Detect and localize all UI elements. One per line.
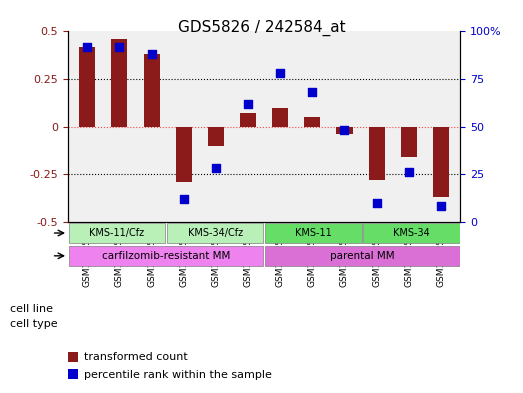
Bar bbox=[304, 117, 321, 127]
Point bbox=[437, 203, 445, 209]
FancyBboxPatch shape bbox=[69, 223, 165, 243]
Text: cell line: cell line bbox=[10, 303, 53, 314]
Text: GDS5826 / 242584_at: GDS5826 / 242584_at bbox=[178, 20, 345, 36]
Point bbox=[212, 165, 220, 171]
Point bbox=[83, 44, 92, 50]
Point bbox=[405, 169, 413, 175]
Bar bbox=[401, 127, 417, 157]
Text: KMS-11/Cfz: KMS-11/Cfz bbox=[89, 228, 144, 238]
Text: carfilzomib-resistant MM: carfilzomib-resistant MM bbox=[102, 251, 230, 261]
Bar bbox=[336, 127, 353, 134]
Text: transformed count: transformed count bbox=[84, 352, 187, 362]
FancyBboxPatch shape bbox=[363, 223, 460, 243]
Point bbox=[308, 89, 316, 95]
Bar bbox=[111, 39, 128, 127]
Bar bbox=[79, 47, 95, 127]
Bar bbox=[369, 127, 385, 180]
FancyBboxPatch shape bbox=[265, 223, 361, 243]
Point bbox=[179, 196, 188, 202]
Bar bbox=[208, 127, 224, 145]
FancyBboxPatch shape bbox=[69, 246, 264, 266]
Text: KMS-34/Cfz: KMS-34/Cfz bbox=[188, 228, 243, 238]
Text: percentile rank within the sample: percentile rank within the sample bbox=[84, 369, 271, 380]
Point bbox=[147, 51, 156, 57]
FancyBboxPatch shape bbox=[265, 246, 460, 266]
Point bbox=[340, 127, 349, 134]
Point bbox=[276, 70, 285, 76]
Text: KMS-34: KMS-34 bbox=[393, 228, 429, 238]
Bar bbox=[433, 127, 449, 197]
Bar bbox=[143, 54, 160, 127]
FancyBboxPatch shape bbox=[167, 223, 264, 243]
Text: KMS-11: KMS-11 bbox=[295, 228, 332, 238]
Text: cell type: cell type bbox=[10, 319, 58, 329]
Bar bbox=[240, 113, 256, 127]
Point bbox=[372, 199, 381, 206]
Text: parental MM: parental MM bbox=[330, 251, 394, 261]
Bar bbox=[176, 127, 192, 182]
Bar bbox=[272, 108, 288, 127]
Point bbox=[244, 101, 252, 107]
Point bbox=[115, 44, 123, 50]
